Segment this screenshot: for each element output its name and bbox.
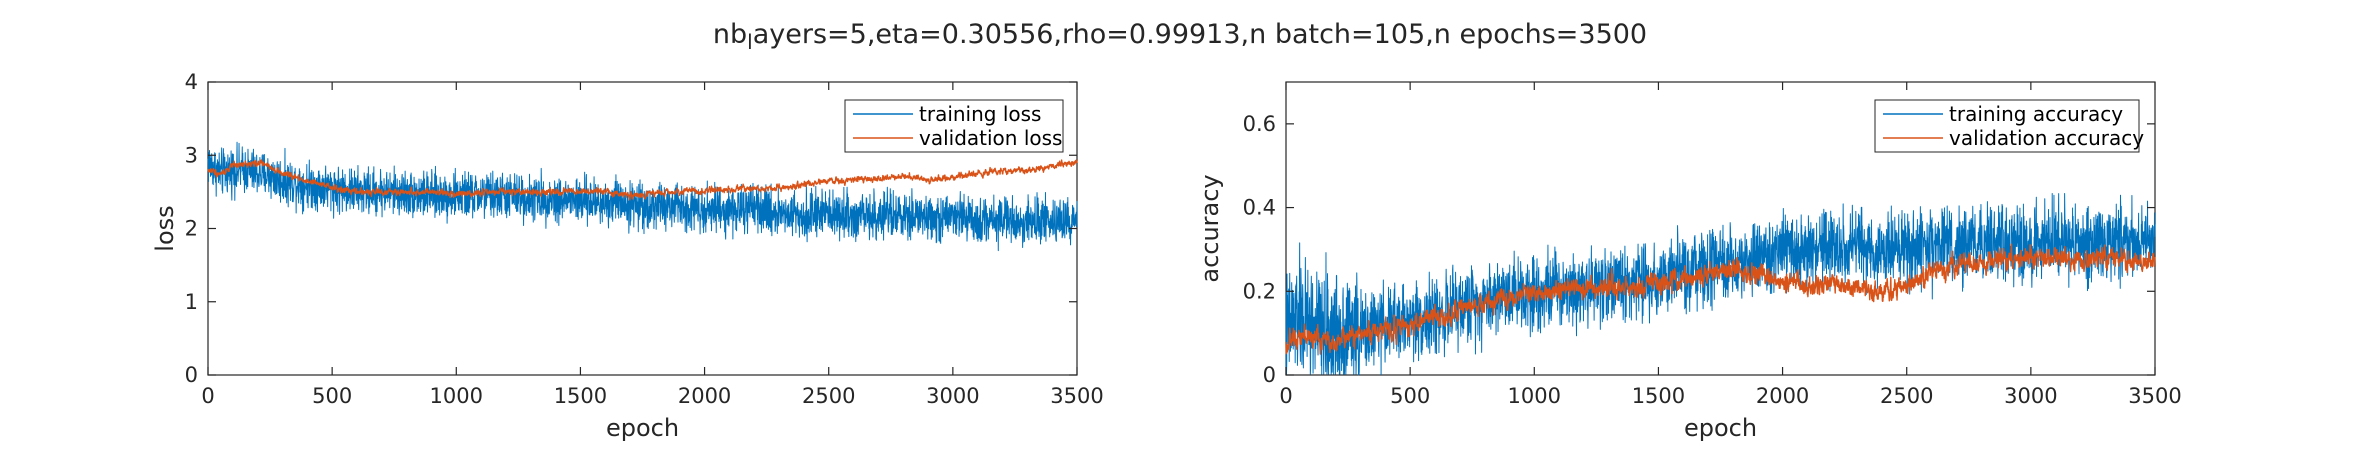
legend-entry: validation loss	[919, 126, 1062, 150]
x-tick-label: 1500	[1632, 384, 1685, 408]
x-tick-label: 2000	[678, 384, 731, 408]
x-tick-label: 0	[201, 384, 214, 408]
loss-plot: 0 500 1000 1500 2000 2500 3000 3500 0 1 2 3 4 epoch lo…	[151, 70, 1104, 442]
x-tick-label: 1500	[554, 384, 607, 408]
y-tick-label: 1	[185, 290, 198, 314]
x-tick-label: 0	[1279, 384, 1292, 408]
y-axis-label: loss	[151, 205, 179, 251]
y-tick-label: 0	[1263, 363, 1276, 387]
legend-box	[844, 99, 1064, 153]
series-line-training-accuracy	[1285, 193, 2156, 376]
figure-title-rest: ayers=5,eta=0.30556,rho=0.99913,n batch=…	[753, 19, 1647, 50]
x-tick-label: 2000	[1756, 384, 1809, 408]
series-line-validation-loss	[207, 159, 1078, 201]
figure-title: nblayers=5,eta=0.30556,rho=0.99913,n bat…	[713, 19, 1647, 54]
x-axis-label: epoch	[606, 414, 679, 442]
legend-box	[1874, 99, 2140, 153]
y-tick-label: 4	[185, 70, 198, 94]
y-tick-label: 0.4	[1243, 196, 1276, 220]
x-tick-label: 3500	[2128, 384, 2181, 408]
x-tick-label: 2500	[1880, 384, 1933, 408]
x-tick-label: 1000	[1508, 384, 1561, 408]
figure-title-main: nb	[713, 19, 747, 50]
x-tick-label: 500	[1390, 384, 1430, 408]
x-tick-label: 3000	[926, 384, 979, 408]
y-tick-label: 0.6	[1243, 112, 1276, 136]
x-tick-label: 3000	[2004, 384, 2057, 408]
accuracy-plot: 0 500 1000 1500 2000 2500 3000 3500 0 0.2 0.4 0.6 ep…	[1196, 81, 2182, 442]
x-tick-label: 2500	[802, 384, 855, 408]
series-line-training-loss	[207, 141, 1078, 252]
figure-title-subscript: l	[747, 30, 753, 54]
legend-entry: validation accuracy	[1949, 126, 2144, 150]
y-tick-label: 2	[185, 217, 198, 241]
y-tick-label: 3	[185, 143, 198, 167]
y-tick-label: 0	[185, 363, 198, 387]
legend-entry: training accuracy	[1949, 102, 2123, 126]
series-line-validation-accuracy	[1285, 243, 2156, 355]
y-axis-label: accuracy	[1196, 174, 1224, 282]
x-tick-label: 500	[312, 384, 352, 408]
x-tick-label: 3500	[1050, 384, 1103, 408]
y-tick-label: 0.2	[1243, 279, 1276, 303]
x-axis-label: epoch	[1684, 414, 1757, 442]
x-tick-label: 1000	[430, 384, 483, 408]
legend-entry: training loss	[919, 102, 1041, 126]
